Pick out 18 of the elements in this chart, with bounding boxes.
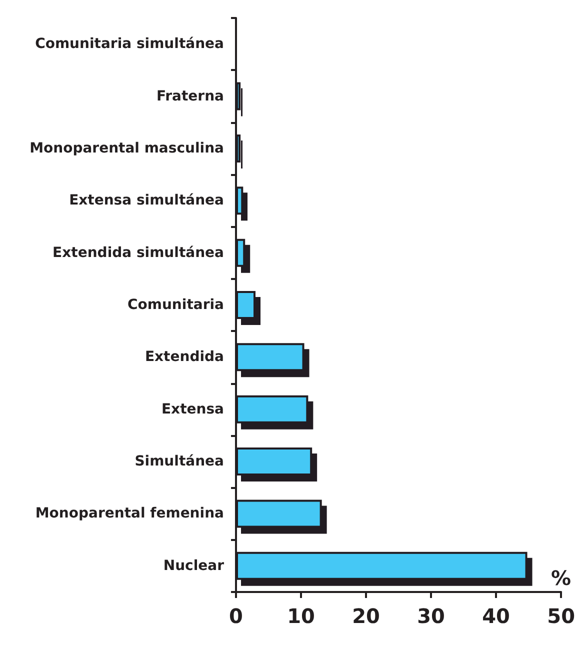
x-tick-label: 20 [352, 604, 380, 628]
x-tick-label: 30 [417, 604, 445, 628]
y-tick-label: Simultánea [134, 454, 224, 470]
y-tick-label: Extensa simultánea [69, 192, 224, 209]
x-tick-label: 50 [547, 604, 576, 628]
y-tick-label: Extendida simultánea [52, 244, 224, 261]
y-tick-label: Extendida [144, 349, 224, 366]
x-axis-title: % [551, 566, 572, 590]
y-tick-label: Comunitaria [127, 297, 224, 313]
y-tick-label: Monoparental femenina [35, 506, 224, 522]
y-tick-label: Extensa [161, 401, 224, 418]
x-tick-label: 0 [229, 604, 243, 628]
y-tick-label: Nuclear [163, 558, 224, 574]
x-tick-label: 10 [287, 604, 315, 628]
y-tick-label: Comunitaria simultánea [35, 36, 224, 52]
x-tick-label: 40 [482, 604, 510, 628]
y-tick-label: Fraterna [156, 88, 224, 104]
y-tick-label: Monoparental masculina [30, 140, 224, 156]
